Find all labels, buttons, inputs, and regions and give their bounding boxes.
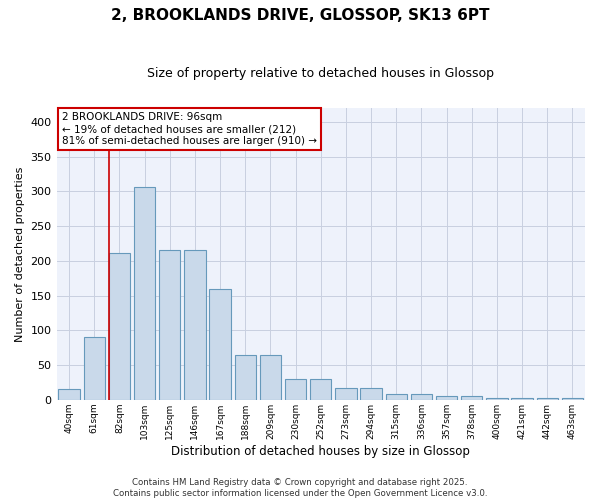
Bar [285, 379, 307, 400]
Bar [159, 250, 181, 400]
Bar [134, 186, 155, 400]
Bar [562, 398, 583, 400]
Bar [58, 390, 80, 400]
Bar [335, 388, 356, 400]
Bar [83, 338, 105, 400]
X-axis label: Distribution of detached houses by size in Glossop: Distribution of detached houses by size … [172, 444, 470, 458]
Bar [411, 394, 432, 400]
Bar [436, 396, 457, 400]
Text: 2, BROOKLANDS DRIVE, GLOSSOP, SK13 6PT: 2, BROOKLANDS DRIVE, GLOSSOP, SK13 6PT [111, 8, 489, 22]
Bar [386, 394, 407, 400]
Text: 2 BROOKLANDS DRIVE: 96sqm
← 19% of detached houses are smaller (212)
81% of semi: 2 BROOKLANDS DRIVE: 96sqm ← 19% of detac… [62, 112, 317, 146]
Bar [511, 398, 533, 400]
Bar [486, 398, 508, 400]
Text: Contains HM Land Registry data © Crown copyright and database right 2025.
Contai: Contains HM Land Registry data © Crown c… [113, 478, 487, 498]
Bar [184, 250, 206, 400]
Title: Size of property relative to detached houses in Glossop: Size of property relative to detached ho… [147, 68, 494, 80]
Bar [109, 252, 130, 400]
Bar [361, 388, 382, 400]
Bar [461, 396, 482, 400]
Y-axis label: Number of detached properties: Number of detached properties [15, 166, 25, 342]
Bar [536, 398, 558, 400]
Bar [209, 288, 231, 400]
Bar [235, 354, 256, 400]
Bar [310, 379, 331, 400]
Bar [260, 354, 281, 400]
